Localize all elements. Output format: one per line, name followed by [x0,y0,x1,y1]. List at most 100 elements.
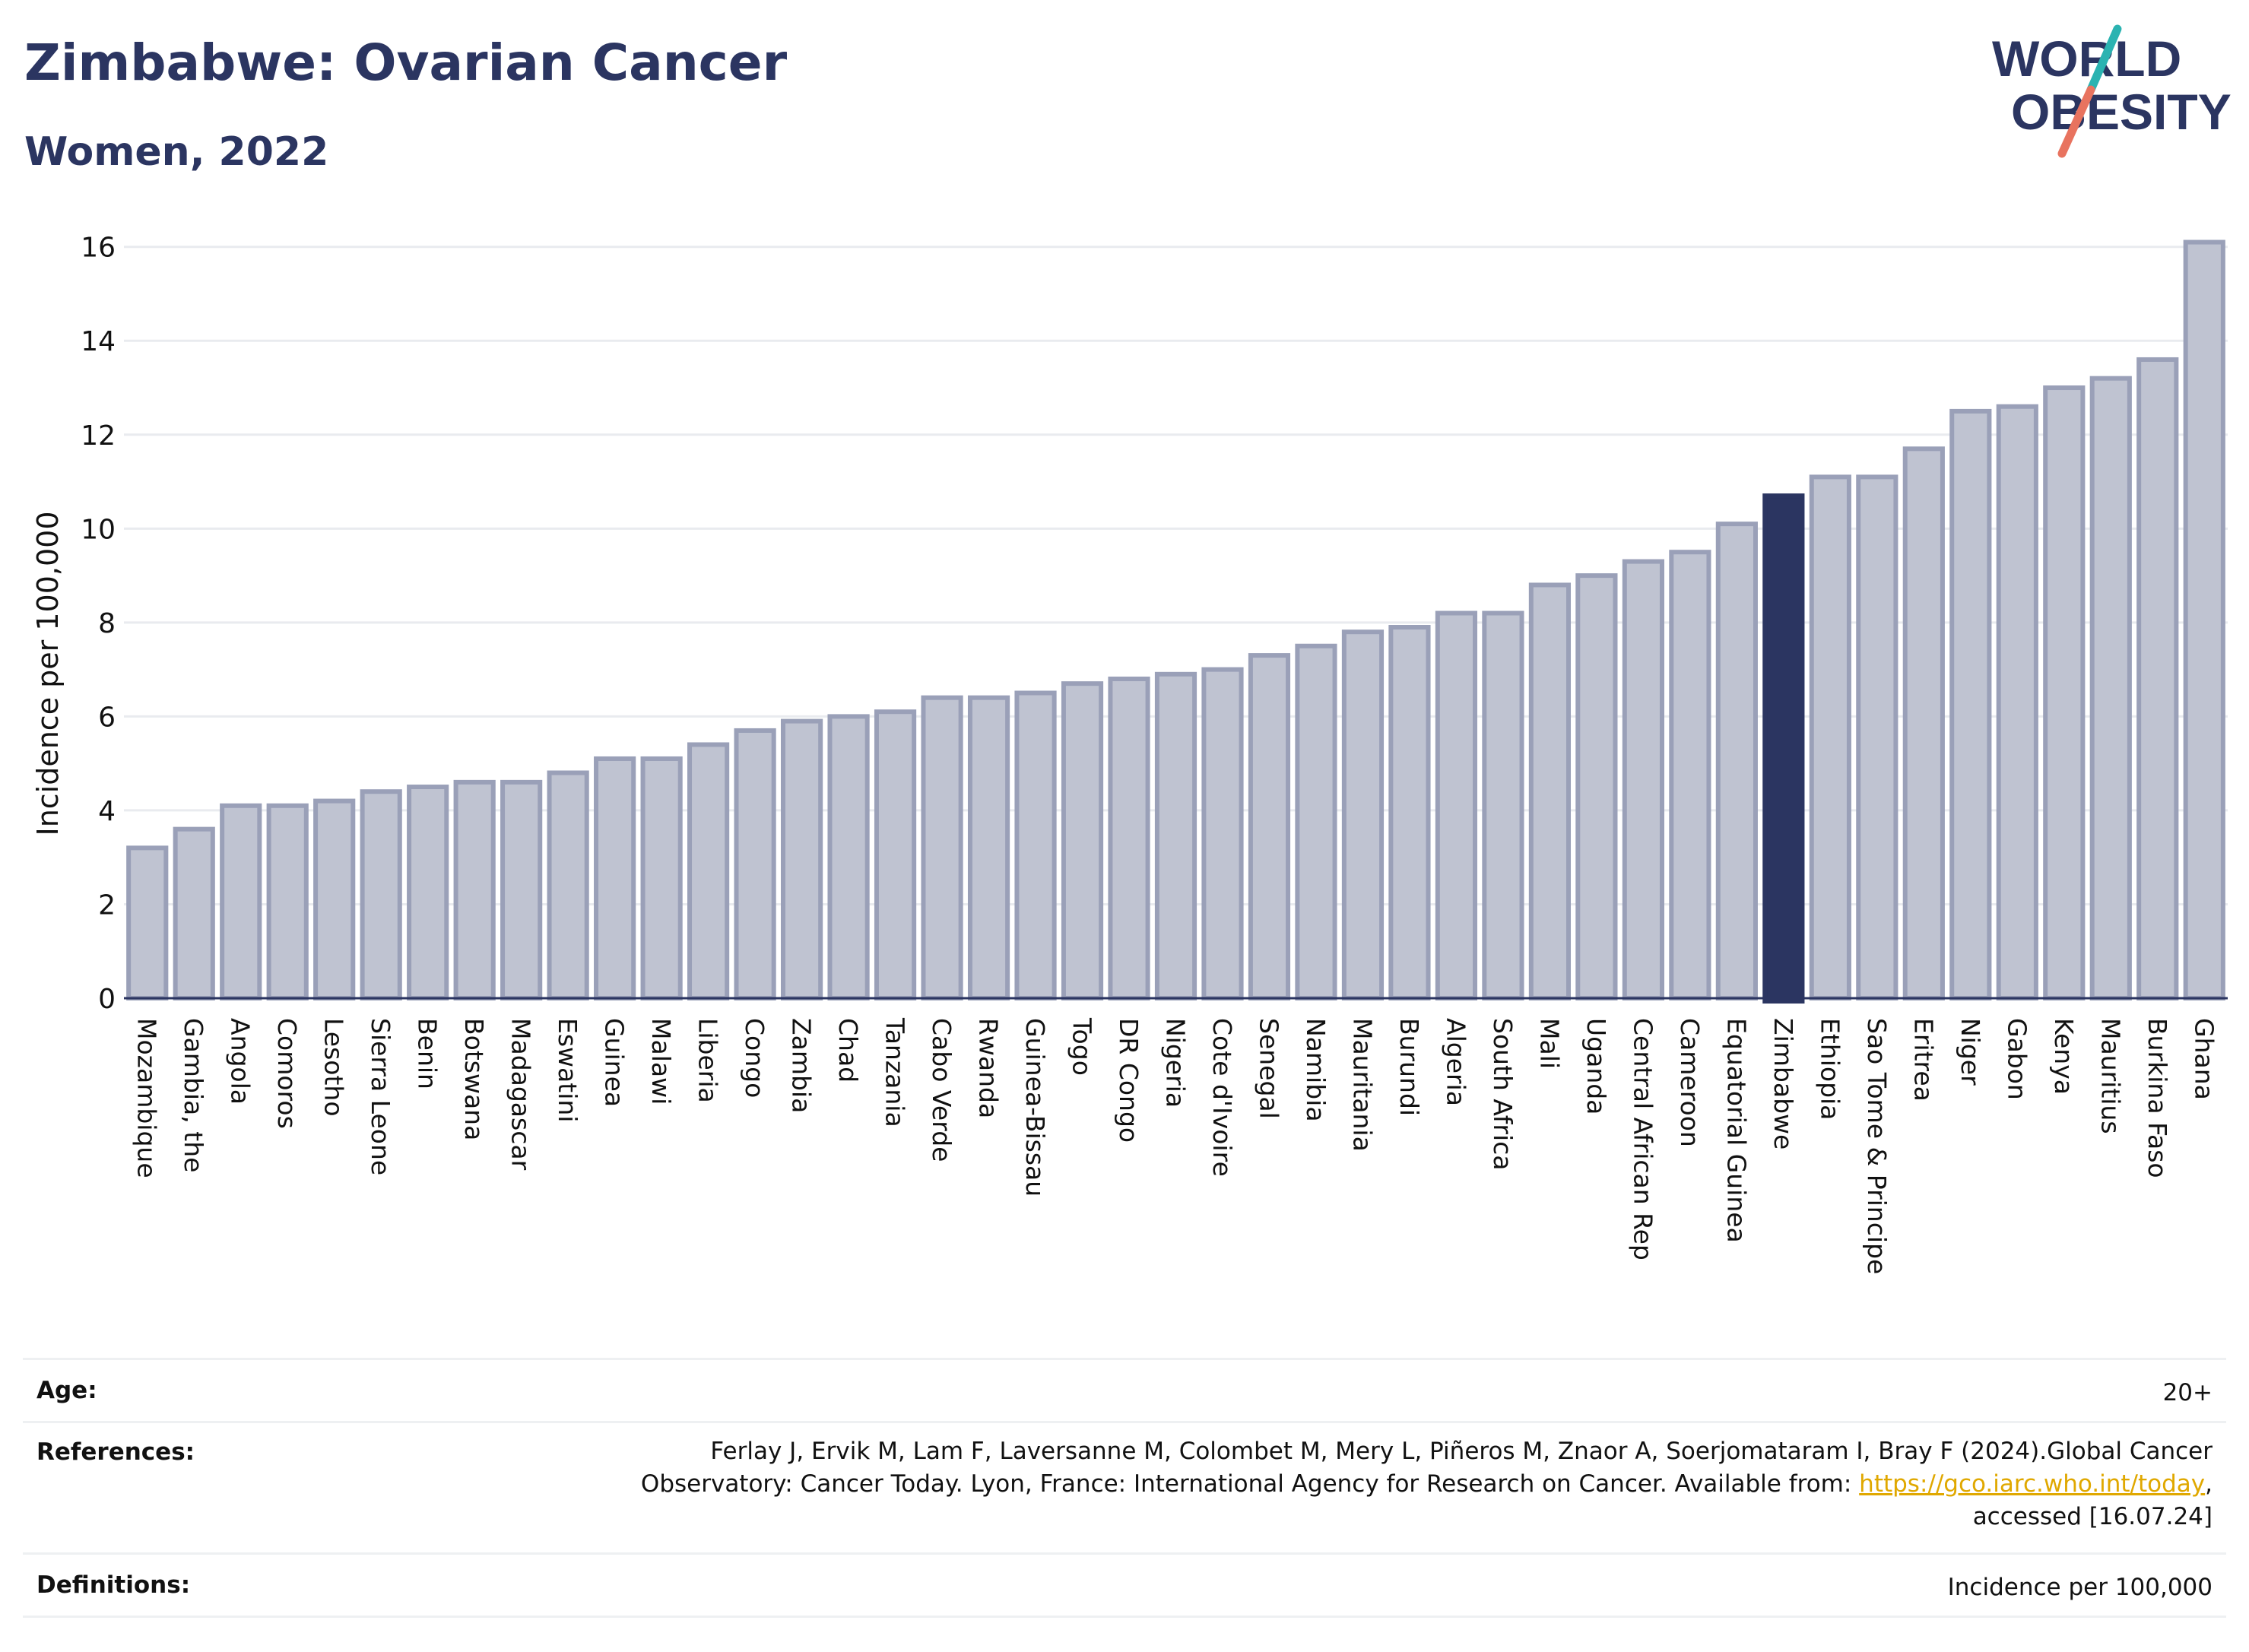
bar [1388,625,1431,1001]
bar [1482,610,1524,1000]
y-tick-label: 10 [81,514,116,545]
x-tick-label: Senegal [1254,1018,1283,1119]
bar [780,718,823,1000]
bar [500,779,543,1000]
bar [1809,474,1851,1000]
bar [2089,376,2132,1001]
x-tick-label: Nigeria [1161,1018,1191,1108]
y-tick-label: 6 [98,702,116,733]
page-subtitle: Women, 2022 [24,129,329,175]
bar [1154,671,1197,1000]
references-link[interactable]: https://gco.iarc.who.int/today [1859,1470,2206,1498]
bar [1435,610,1478,1000]
bar-chart: 0 2 4 6 8 10 12 14 16 Mozambique Gambia, the Angol… [31,233,2228,1274]
x-tick-label: Burundi [1394,1018,1424,1116]
x-tick-label: Mauritania [1347,1018,1377,1152]
bar [734,728,776,1000]
bar [1108,676,1150,1000]
references-line-1: Ferlay J, Ervik M, Lam F, Laversanne M, … [710,1438,2213,1465]
age-label: Age: [36,1377,97,1404]
y-tick-label: 0 [98,984,116,1015]
references-line-2: Observatory: Cancer Today. Lyon, France:… [641,1468,2213,1501]
x-tick-label: Guinea [600,1018,630,1107]
bar [1669,550,1711,1000]
x-tick-label: Ghana [2189,1018,2219,1100]
x-tick-label: Tanzania [880,1017,910,1127]
x-tick-label: Central African Rep [1628,1018,1657,1260]
bar [407,785,449,1001]
bar [1014,690,1057,1000]
x-tick-label: Gambia, the [179,1018,208,1172]
y-tick-label: 12 [81,420,116,452]
bar [547,770,589,1000]
page-title: Zimbabwe: Ovarian Cancer [24,33,788,92]
bar [1715,522,1758,1000]
bar [1902,446,1945,1000]
x-tick-label: Madagascar [506,1018,536,1171]
bar [827,714,870,1000]
x-tick-label: South Africa [1488,1018,1518,1171]
bar [220,803,262,1000]
bar [1248,653,1291,1001]
bar [126,845,169,1000]
bar [313,798,356,1000]
x-tick-label: Gabon [2002,1018,2032,1100]
x-tick-label: Lesotho [319,1018,349,1117]
x-tick-label: Burkina Faso [2143,1018,2172,1178]
bar [173,826,215,1001]
x-tick-label: Liberia [693,1018,723,1103]
x-tick-label: Benin [413,1018,443,1089]
x-tick-label: Cabo Verde [927,1018,956,1162]
x-tick-label: Mali [1534,1018,1564,1069]
x-tick-label: Guinea-Bissau [1020,1018,1050,1197]
bar [1061,681,1104,1001]
logo-slash-coral-icon [2057,85,2095,158]
definitions-label: Definitions: [36,1571,191,1599]
logo-slash-teal-icon [2086,24,2122,94]
y-axis-label: Incidence per 100,000 [31,511,65,836]
bar [2183,239,2225,1000]
footer-row-age: Age: 20+ [23,1358,2226,1421]
bar [360,789,402,1000]
age-value: 20+ [2162,1379,2213,1406]
bar [1341,629,1385,1001]
bar [1575,573,1618,1000]
definitions-value: Incidence per 100,000 [1947,1574,2213,1601]
bar [594,756,636,1000]
references-text: Ferlay J, Ervik M, Lam F, Laversanne M, … [641,1435,2213,1533]
bar [453,779,496,1000]
x-tick-label: Niger [1956,1018,1985,1086]
bar [967,695,1010,1000]
references-line-3: accessed [16.07.24] [1972,1503,2213,1530]
bar [1622,559,1664,1000]
x-tick-label: Sao Tome & Principe [1862,1018,1892,1274]
x-tick-label: Malawi [646,1018,676,1105]
x-tick-label: Congo [740,1018,769,1098]
y-tick-label: 16 [81,233,116,264]
x-tick-label: Ethiopia [1815,1018,1845,1120]
x-tick-label: Zambia [787,1018,817,1113]
y-tick-label: 8 [98,608,116,639]
x-tick-label: Zimbabwe [1768,1018,1798,1149]
x-tick-label: Botswana [459,1018,489,1140]
x-tick-label: Kenya [2049,1018,2079,1095]
bar [2136,357,2179,1000]
bar [1996,404,2038,1000]
x-tick-label: Mozambique [132,1018,162,1178]
logo-line-2: OBESITY [2011,84,2232,140]
x-tick-label: Sierra Leone [366,1018,395,1175]
x-tick-label: Angola [226,1018,255,1105]
logo-line-1: WORLD [1992,30,2181,87]
x-tick-label: Eritrea [1908,1018,1938,1102]
bar-highlight [1762,493,1805,1004]
bar [1528,582,1572,1000]
x-tick-label: Uganda [1581,1018,1611,1115]
references-label: References: [36,1438,195,1466]
references-line-2-text: Observatory: Cancer Today. Lyon, France:… [640,1470,1860,1498]
x-tick-label: Chad [833,1018,863,1083]
x-tick-label: Eswatini [553,1018,582,1122]
bar [687,742,730,1000]
x-tick-label: Cameroon [1675,1018,1705,1147]
bar [2043,385,2086,1000]
y-tick-label: 14 [81,326,116,357]
